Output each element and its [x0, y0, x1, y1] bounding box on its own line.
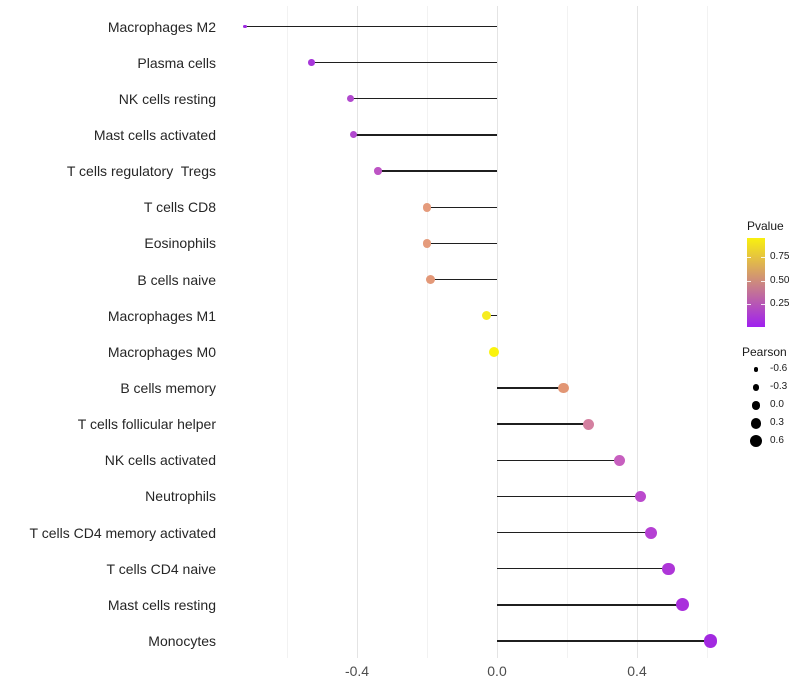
lollipop-dot [346, 95, 354, 103]
lollipop-stem [350, 98, 497, 100]
pvalue-tick-label: 0.25 [770, 297, 790, 309]
y-axis-label: T cells CD4 naive [106, 560, 216, 577]
y-axis-label: Mast cells resting [107, 596, 216, 613]
pearson-size-label: -0.6 [770, 363, 788, 375]
y-axis-label: B cells memory [120, 380, 216, 396]
colorbar-tick-mark [761, 303, 765, 305]
colorbar-tick-mark [747, 280, 751, 282]
y-axis-label: T cells regulatory Tregs [66, 163, 216, 180]
lollipop-dot [481, 310, 492, 321]
pearson-size-label: 0.3 [770, 417, 784, 429]
y-axis-label: Macrophages M1 [107, 307, 216, 324]
lollipop-dot [488, 346, 499, 357]
colorbar-tick-mark [761, 280, 765, 282]
lollipop-stem [378, 170, 497, 172]
gridline-major [356, 6, 358, 658]
lollipop-stem [430, 278, 497, 281]
lollipop-dot [634, 490, 647, 503]
gridline-minor [566, 6, 568, 658]
x-axis-tick-label: -0.4 [344, 663, 370, 679]
lollipop-dot [582, 418, 594, 430]
pearson-size-dot [750, 418, 762, 429]
lollipop-stem [497, 640, 711, 642]
gridline-minor [426, 6, 428, 658]
pearson-size-dot [750, 435, 762, 448]
lollipop-dot [662, 562, 675, 575]
lollipop-stem [497, 387, 564, 389]
y-axis-label: NK cells resting [118, 90, 216, 107]
lollipop-dot [613, 454, 626, 467]
lollipop-dot [308, 59, 315, 66]
lollipop-stem [311, 61, 497, 64]
lollipop-stem [245, 25, 497, 28]
lollipop-dot [703, 634, 718, 648]
lollipop-stem [497, 531, 651, 534]
x-axis-tick-label: 0.4 [627, 663, 647, 679]
lollipop-dot [558, 382, 569, 394]
y-axis-label: T cells follicular helper [77, 416, 216, 433]
lollipop-stem [486, 315, 497, 317]
gridline-major [496, 6, 498, 658]
lollipop-dot [422, 239, 432, 248]
y-axis-label: Neutrophils [145, 488, 216, 505]
y-axis-label: Eosinophils [144, 235, 216, 252]
y-axis-label: B cells naive [137, 271, 216, 288]
pearson-size-dot [753, 367, 759, 372]
gridline-minor [286, 6, 288, 658]
y-axis-label: Mast cells activated [93, 126, 216, 143]
pvalue-tick-label: 0.75 [770, 251, 790, 263]
pvalue-tick-label: 0.50 [770, 274, 790, 286]
lollipop-stem [497, 459, 620, 461]
lollipop-stem [497, 568, 669, 570]
colorbar-tick-mark [747, 303, 751, 305]
lollipop-stem [497, 604, 683, 606]
lollipop-dot [426, 275, 435, 285]
y-axis-label: Macrophages M0 [107, 343, 216, 360]
gridline-minor [706, 6, 708, 658]
lollipop-stem [353, 134, 497, 136]
lollipop-dot [374, 167, 382, 175]
colorbar-tick-mark [761, 257, 765, 259]
y-axis-label: T cells CD8 [143, 199, 216, 216]
pvalue-legend-title: Pvalue [747, 219, 784, 233]
lollipop-dot [350, 131, 357, 139]
gridline-major [636, 6, 638, 658]
pearson-size-dot [752, 384, 760, 391]
lollipop-stem [427, 206, 497, 208]
pearson-size-dot [751, 401, 761, 410]
y-axis-label: NK cells activated [104, 452, 216, 469]
y-axis-label: Plasma cells [137, 54, 216, 71]
lollipop-dot [422, 203, 432, 212]
pearson-size-label: 0.6 [770, 435, 784, 447]
x-axis-tick-label: 0.0 [487, 663, 507, 679]
colorbar-tick-mark [747, 257, 751, 259]
pearson-legend-title: Pearson [742, 345, 787, 359]
pearson-size-label: -0.3 [770, 381, 788, 393]
lollipop-dot [645, 526, 657, 539]
lollipop-stem [497, 423, 588, 425]
pvalue-colorbar [747, 238, 765, 327]
y-axis-label: Monocytes [148, 633, 216, 650]
lollipop-dot [243, 24, 247, 29]
pearson-size-label: 0.0 [770, 399, 784, 411]
lollipop-dot [676, 598, 689, 612]
y-axis-label: T cells CD4 memory activated [29, 524, 216, 541]
lollipop-stem [427, 242, 497, 245]
lollipop-stem [497, 495, 641, 498]
y-axis-label: Macrophages M2 [107, 18, 216, 35]
